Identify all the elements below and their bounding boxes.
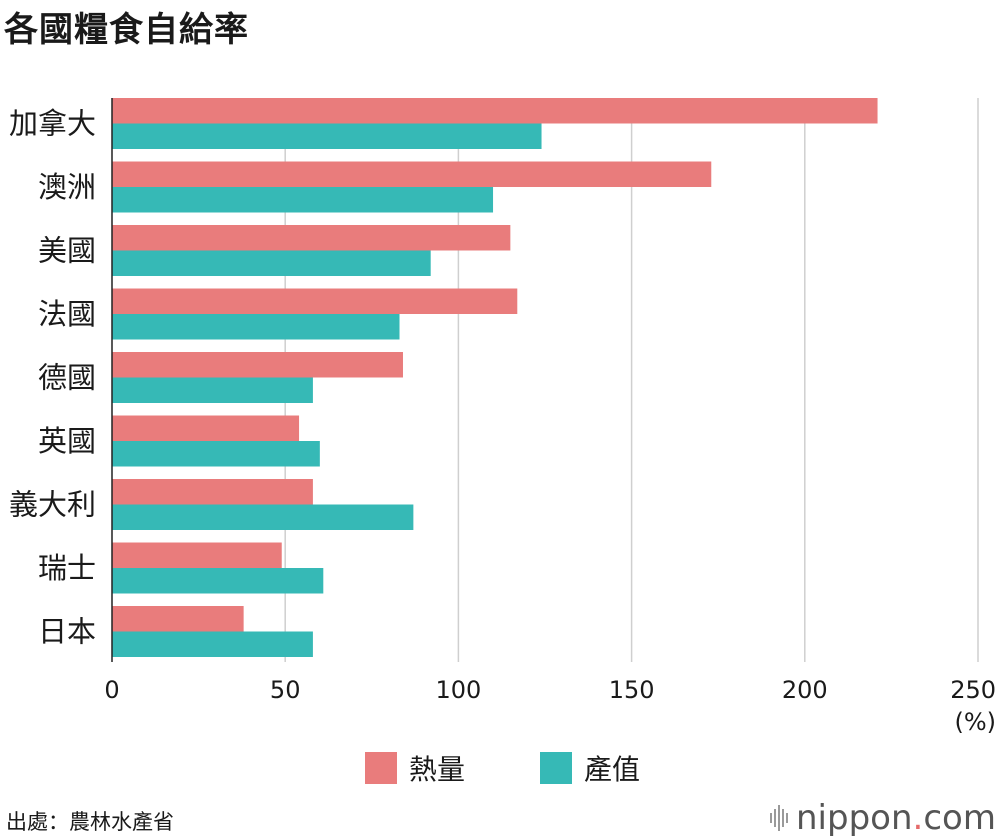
x-tick-label: 250 [950,676,996,704]
bar-production [112,314,400,340]
bar-calorie [112,352,403,378]
bar-calorie [112,542,282,568]
bar-production [112,504,414,530]
bar-production [112,187,494,213]
chart-title: 各國糧食自給率 [4,10,249,50]
x-tick-label: 50 [270,676,301,704]
category-label: 英國 [38,424,96,458]
bar-calorie [112,98,878,124]
legend-item-calorie: 熱量 [365,748,465,788]
logo-name: nippon [796,798,913,838]
bar-calorie [112,161,712,187]
bar-calorie [112,288,518,314]
category-label: 法國 [38,297,96,331]
legend-label-production: 產值 [584,753,641,786]
category-label: 加拿大 [9,107,96,141]
bar-calorie [112,479,313,505]
x-unit-label: (%) [954,708,996,736]
x-tick-label: 0 [104,676,119,704]
bar-calorie [112,606,244,632]
logo-dot: . [912,798,924,838]
bar-calorie [112,225,511,251]
category-label: 澳洲 [38,170,96,204]
bar-production [112,377,313,403]
legend-item-production: 產值 [540,748,640,788]
x-tick-label: 200 [782,676,828,704]
bar-production [112,441,320,467]
category-label: 德國 [38,361,96,395]
legend-label-calorie: 熱量 [409,753,466,786]
category-label: 美國 [38,234,96,268]
x-tick-label: 150 [609,676,655,704]
legend-swatch-production [540,752,572,784]
bar-calorie [112,415,300,441]
bar-production [112,568,324,594]
category-label: 義大利 [9,488,96,522]
nippon-logo: nippon. com [770,798,996,838]
bar-production [112,123,542,149]
bar-production [112,250,431,276]
bar-production [112,631,313,657]
legend: 熱量 產值 [0,748,1000,792]
source-note: 出處：農林水產省 [6,810,174,834]
legend-swatch-calorie [365,752,397,784]
category-label: 日本 [38,615,96,649]
category-label: 瑞士 [38,551,96,585]
logo-bars-icon [770,805,788,831]
logo-tld: com [923,798,996,838]
x-tick-label: 100 [435,676,481,704]
